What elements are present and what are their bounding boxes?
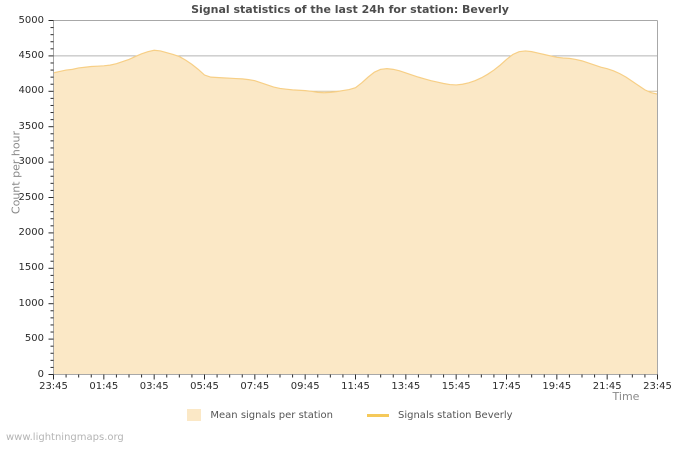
legend-item-label: Signals station Beverly bbox=[398, 409, 513, 421]
chart-title: Signal statistics of the last 24h for st… bbox=[191, 3, 509, 16]
y-tick-label: 2000 bbox=[18, 226, 44, 238]
axis-ticks bbox=[48, 20, 658, 380]
x-tick-label: 19:45 bbox=[542, 380, 572, 392]
x-tick-label: 23:45 bbox=[39, 380, 68, 392]
chart-legend: Mean signals per station Signals station… bbox=[0, 409, 700, 421]
y-tick-label: 4000 bbox=[18, 85, 44, 97]
area-series-mean-signals bbox=[53, 49, 658, 375]
x-tick-label: 13:45 bbox=[391, 380, 421, 392]
x-tick-label: 01:45 bbox=[89, 380, 119, 392]
legend-item-station-beverly: Signals station Beverly bbox=[367, 410, 513, 421]
x-tick-label: 09:45 bbox=[290, 380, 320, 392]
y-tick-label: 2500 bbox=[18, 191, 44, 203]
x-tick-label: 17:45 bbox=[492, 380, 521, 392]
y-tick-label: 3000 bbox=[18, 156, 44, 168]
x-tick-label: 23:45 bbox=[643, 380, 672, 392]
legend-item-mean-signals: Mean signals per station bbox=[187, 409, 333, 421]
x-tick-label: 15:45 bbox=[441, 380, 471, 392]
y-tick-label: 4500 bbox=[18, 49, 44, 61]
legend-line-swatch-icon bbox=[367, 413, 389, 417]
y-tick-label: 1500 bbox=[18, 262, 44, 274]
y-tick-label: 5000 bbox=[18, 14, 44, 26]
x-tick-label: 11:45 bbox=[341, 380, 370, 392]
legend-item-label: Mean signals per station bbox=[210, 409, 333, 421]
y-axis-title: Count per hour bbox=[9, 130, 23, 215]
x-tick-label: 07:45 bbox=[240, 380, 270, 392]
watermark: www.lightningmaps.org bbox=[6, 432, 124, 443]
y-tick-label: 3500 bbox=[18, 120, 44, 132]
legend-area-swatch-icon bbox=[187, 409, 202, 421]
x-tick-label: 21:45 bbox=[592, 380, 622, 392]
y-tick-label: 0 bbox=[37, 368, 44, 380]
x-tick-label: 03:45 bbox=[139, 380, 169, 392]
x-tick-label: 05:45 bbox=[190, 380, 219, 392]
x-axis-title: Time bbox=[612, 390, 640, 403]
y-tick-label: 1000 bbox=[18, 297, 44, 309]
y-tick-label: 500 bbox=[24, 333, 44, 345]
